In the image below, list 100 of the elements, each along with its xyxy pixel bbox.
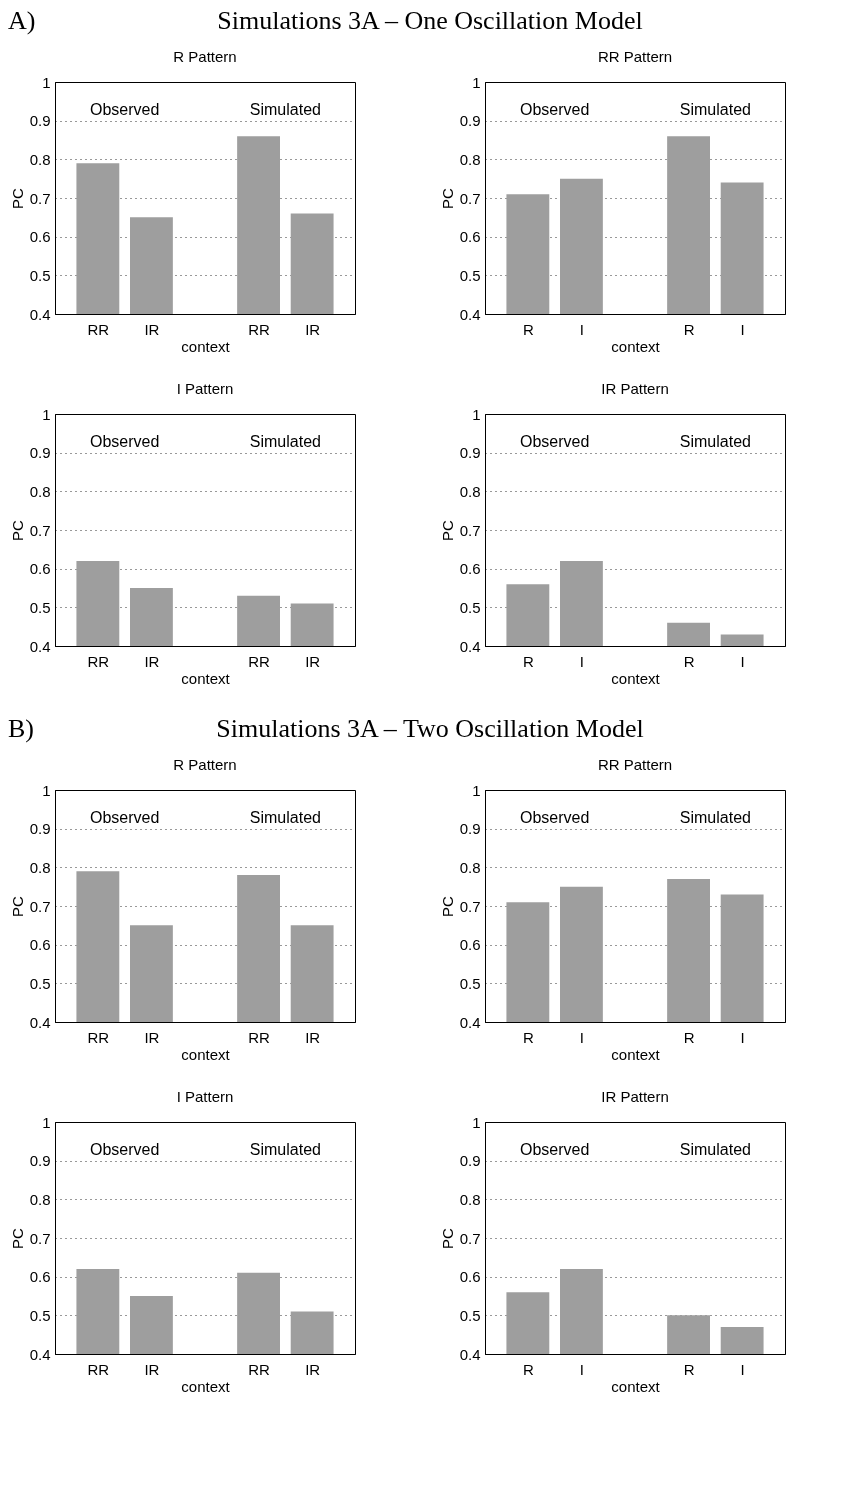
y-tick-label: 0.4 — [459, 305, 481, 323]
text: B) — [8, 714, 34, 744]
x-tick-label: RR — [87, 320, 110, 338]
y-axis-title: PC — [438, 1227, 456, 1249]
y-tick-label: 0.5 — [459, 1306, 481, 1324]
annotation: Simulated — [249, 433, 321, 450]
y-tick-label: 0.8 — [29, 150, 51, 168]
x-axis-title: context — [181, 1377, 231, 1395]
y-tick-label: 0.7 — [459, 1229, 481, 1247]
y-tick-label: 1 — [472, 1113, 481, 1131]
chart-title: RR Pattern — [597, 756, 673, 773]
y-tick-label: 0.7 — [29, 521, 51, 539]
text: Simulations 3A – One Oscillation Model — [217, 6, 643, 35]
y-tick-label: 1 — [42, 405, 51, 423]
y-tick-label: 0.5 — [29, 974, 51, 992]
y-tick-label: 0.9 — [29, 444, 51, 462]
x-tick-label: I — [579, 320, 585, 338]
x-tick-label: I — [740, 320, 745, 338]
chart-title: R Pattern — [173, 48, 237, 65]
y-tick-label: 0.6 — [459, 228, 481, 246]
y-axis-title: PC — [438, 895, 456, 917]
y-tick-label: 0.9 — [459, 444, 481, 462]
x-tick-label: R — [683, 320, 695, 338]
y-tick-label: 0.8 — [459, 1190, 481, 1208]
y-tick-label: 0.9 — [459, 1152, 481, 1170]
y-axis-title: PC — [8, 1227, 26, 1249]
annotation: Simulated — [679, 809, 751, 826]
annotation: Observed — [89, 1141, 160, 1158]
y-axis-title: PC — [8, 187, 26, 209]
annotation: Observed — [89, 101, 160, 118]
x-tick-label: IR — [305, 320, 321, 338]
annotation: Observed — [519, 809, 590, 826]
x-tick-label: R — [522, 1028, 534, 1046]
y-tick-label: 0.7 — [459, 521, 481, 539]
y-tick-label: 1 — [42, 73, 51, 91]
y-tick-label: 1 — [472, 73, 481, 91]
y-tick-label: 0.8 — [459, 150, 481, 168]
x-axis-title: context — [181, 337, 231, 355]
x-axis-title: context — [611, 1045, 661, 1063]
x-tick-label: RR — [87, 652, 110, 670]
y-tick-label: 0.9 — [29, 112, 51, 130]
x-tick-label: RR — [87, 1028, 110, 1046]
y-tick-label: 0.8 — [459, 482, 481, 500]
y-tick-label: 0.6 — [459, 560, 481, 578]
annotation: Observed — [519, 1141, 590, 1158]
y-tick-label: 0.8 — [29, 858, 51, 876]
y-tick-label: 0.6 — [459, 1268, 481, 1286]
y-tick-label: 0.5 — [459, 598, 481, 616]
y-tick-label: 0.4 — [29, 305, 51, 323]
annotation: Simulated — [679, 101, 751, 118]
x-axis-title: context — [181, 1045, 231, 1063]
y-tick-label: 0.7 — [459, 189, 481, 207]
x-tick-label: R — [683, 1360, 695, 1378]
x-axis-title: context — [611, 337, 661, 355]
y-tick-label: 0.7 — [29, 1229, 51, 1247]
y-tick-label: 0.4 — [459, 637, 481, 655]
y-tick-label: 0.9 — [29, 1152, 51, 1170]
x-tick-label: R — [522, 320, 534, 338]
annotation: Simulated — [249, 809, 321, 826]
x-tick-label: IR — [305, 652, 321, 670]
chart-title: I Pattern — [176, 1088, 234, 1105]
y-tick-label: 0.8 — [459, 858, 481, 876]
y-tick-label: 0.8 — [29, 482, 51, 500]
x-tick-label: IR — [305, 1028, 321, 1046]
y-tick-label: 0.6 — [29, 560, 51, 578]
y-tick-label: 0.4 — [459, 1345, 481, 1363]
x-tick-label: IR — [144, 1360, 160, 1378]
y-tick-label: 0.6 — [29, 1268, 51, 1286]
annotation: Observed — [89, 809, 160, 826]
x-tick-label: IR — [305, 1360, 321, 1378]
x-axis-title: context — [611, 1377, 661, 1395]
x-tick-label: RR — [248, 1360, 271, 1378]
y-tick-label: 0.7 — [459, 897, 481, 915]
chart-title: RR Pattern — [597, 48, 673, 65]
y-tick-label: 0.5 — [29, 266, 51, 284]
annotation: Simulated — [249, 101, 321, 118]
x-tick-label: RR — [248, 1028, 271, 1046]
y-tick-label: 0.5 — [29, 598, 51, 616]
y-tick-label: 0.9 — [29, 820, 51, 838]
x-axis-title: context — [611, 669, 661, 687]
annotation: Simulated — [679, 1141, 751, 1158]
y-tick-label: 0.6 — [459, 936, 481, 954]
y-tick-label: 0.4 — [29, 1013, 51, 1031]
x-tick-label: R — [522, 1360, 534, 1378]
y-tick-label: 1 — [472, 405, 481, 423]
x-tick-label: R — [683, 652, 695, 670]
x-tick-label: R — [683, 1028, 695, 1046]
y-tick-label: 0.6 — [29, 228, 51, 246]
y-axis-title: PC — [438, 187, 456, 209]
x-tick-label: RR — [87, 1360, 110, 1378]
y-tick-label: 1 — [42, 781, 51, 799]
y-tick-label: 0.4 — [29, 1345, 51, 1363]
x-tick-label: RR — [248, 320, 271, 338]
x-tick-label: I — [740, 652, 745, 670]
annotation: Simulated — [679, 433, 751, 450]
y-tick-label: 0.9 — [459, 112, 481, 130]
y-axis-title: PC — [8, 895, 26, 917]
chart-title: IR Pattern — [601, 380, 669, 397]
y-tick-label: 0.9 — [459, 820, 481, 838]
x-tick-label: I — [579, 1360, 585, 1378]
